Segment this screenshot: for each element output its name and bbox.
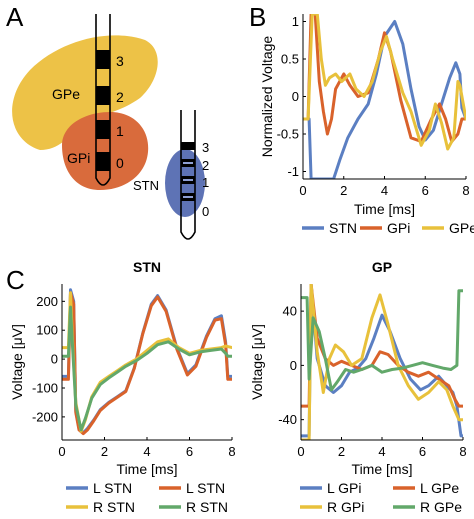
stn-contact-label: 2	[202, 158, 209, 173]
legend-label: R STN	[93, 499, 135, 515]
legend-label: L STN	[186, 480, 225, 496]
x-tick-label: 4	[378, 444, 385, 459]
y-tick-label: 0	[290, 358, 297, 373]
gp-contact-2	[96, 86, 110, 105]
y-tick-label: 200	[36, 294, 58, 309]
x-tick-label: 8	[228, 444, 235, 459]
gp-contact-0	[96, 152, 110, 171]
x-tick-label: 0	[299, 183, 306, 198]
gp-contact-label: 2	[116, 89, 124, 105]
gpe-region	[12, 35, 158, 150]
series-group	[303, 14, 466, 179]
y-tick-label: 1	[292, 14, 299, 29]
x-tick-label: 8	[462, 183, 469, 198]
y-tick-label: 0	[51, 352, 58, 367]
gpe-label: GPe	[52, 86, 80, 102]
stn-electrode: 3 2 1 0	[180, 110, 209, 240]
x-tick-label: 6	[422, 183, 429, 198]
legend: L STN L STN R STN R STN	[66, 480, 228, 515]
gp-electrode: 3 2 1 0	[95, 14, 124, 186]
series-line-l-gpe	[301, 284, 463, 408]
legend: L GPi L GPe R GPi R GPe	[300, 480, 462, 515]
gp-contact-1	[96, 120, 110, 139]
legend-label: GPe	[449, 220, 474, 236]
gp-contact-label: 1	[116, 123, 124, 139]
legend-label: L GPi	[327, 480, 362, 496]
x-tick-label: 2	[338, 444, 345, 459]
stn-contact-label: 1	[202, 175, 209, 190]
stn-label: STN	[133, 178, 159, 193]
series-group	[62, 288, 232, 436]
chart-title: STN	[133, 259, 161, 275]
y-axis-label: Voltage [μV]	[249, 324, 265, 400]
x-tick-label: 2	[101, 444, 108, 459]
y-tick-label: -200	[32, 409, 58, 424]
x-tick-label: 8	[459, 444, 466, 459]
legend: STN GPi GPe	[302, 220, 474, 236]
stn-contact-highlight	[183, 196, 193, 198]
stn-contact-label: 0	[202, 204, 209, 219]
legend-label: L GPe	[420, 480, 459, 496]
y-tick-label: 0	[292, 89, 299, 104]
legend-label: STN	[329, 220, 357, 236]
gp-contact-3	[96, 50, 110, 69]
legend-label: GPi	[387, 220, 410, 236]
x-axis-label: Time [ms]	[352, 461, 413, 477]
series-group	[301, 284, 463, 440]
x-tick-label: 0	[297, 444, 304, 459]
series-line-gpe	[303, 14, 466, 151]
x-tick-label: 4	[143, 444, 150, 459]
y-tick-label: 100	[36, 323, 58, 338]
stn-contact-3	[181, 142, 195, 150]
gpi-label: GPi	[67, 150, 90, 166]
legend-label: R GPi	[327, 499, 364, 515]
series-line-r-gpi	[301, 284, 463, 440]
y-tick-label: -0.5	[277, 127, 299, 142]
chart-title: GP	[372, 259, 392, 275]
anatomy-schematic: 3 2 1 0 3 2 1 0 GPe GPi STN	[12, 14, 209, 240]
panel-label-a: A	[6, 2, 24, 32]
series-line-r-stn	[62, 305, 232, 432]
legend-label: R GPe	[420, 499, 462, 515]
y-tick-label: -100	[32, 381, 58, 396]
gp-contact-label: 3	[116, 53, 124, 69]
gpi-region	[62, 112, 149, 190]
x-axis-label: Time [ms]	[117, 461, 178, 477]
x-tick-label: 4	[381, 183, 388, 198]
y-axis-label: Normalized Voltage	[259, 36, 275, 158]
panel-label-b: B	[249, 2, 266, 32]
chart-stn-voltage: 0 2 4 6 8 -200 -100 0 100 200 Time [ms] Voltage [μV…	[9, 259, 236, 515]
gp-contact-label: 0	[116, 155, 124, 171]
y-tick-label: 0.5	[281, 52, 299, 67]
chart-normalized-voltage: 0 2 4 6 8 -1 -0.5 0 0.5 1 Time [ms] Normalized Volt…	[259, 14, 474, 236]
x-tick-label: 6	[419, 444, 426, 459]
series-line-stn	[303, 20, 466, 179]
legend-label: R STN	[186, 499, 228, 515]
x-tick-label: 2	[340, 183, 347, 198]
series-line-r-gpe	[301, 289, 463, 392]
stn-contact-label: 3	[202, 140, 209, 155]
stn-contact-highlight	[183, 179, 193, 181]
stn-contact-highlight	[183, 162, 193, 164]
x-tick-label: 0	[58, 444, 65, 459]
y-tick-label: 40	[283, 304, 297, 319]
y-tick-label: -40	[278, 412, 297, 427]
panel-label-c: C	[6, 265, 25, 295]
x-tick-label: 6	[186, 444, 193, 459]
y-tick-label: -1	[287, 164, 299, 179]
series-line-l-stn	[62, 291, 232, 436]
legend-label: L STN	[93, 480, 132, 496]
y-axis-label: Voltage [μV]	[9, 324, 25, 400]
x-axis-label: Time [ms]	[354, 201, 415, 217]
